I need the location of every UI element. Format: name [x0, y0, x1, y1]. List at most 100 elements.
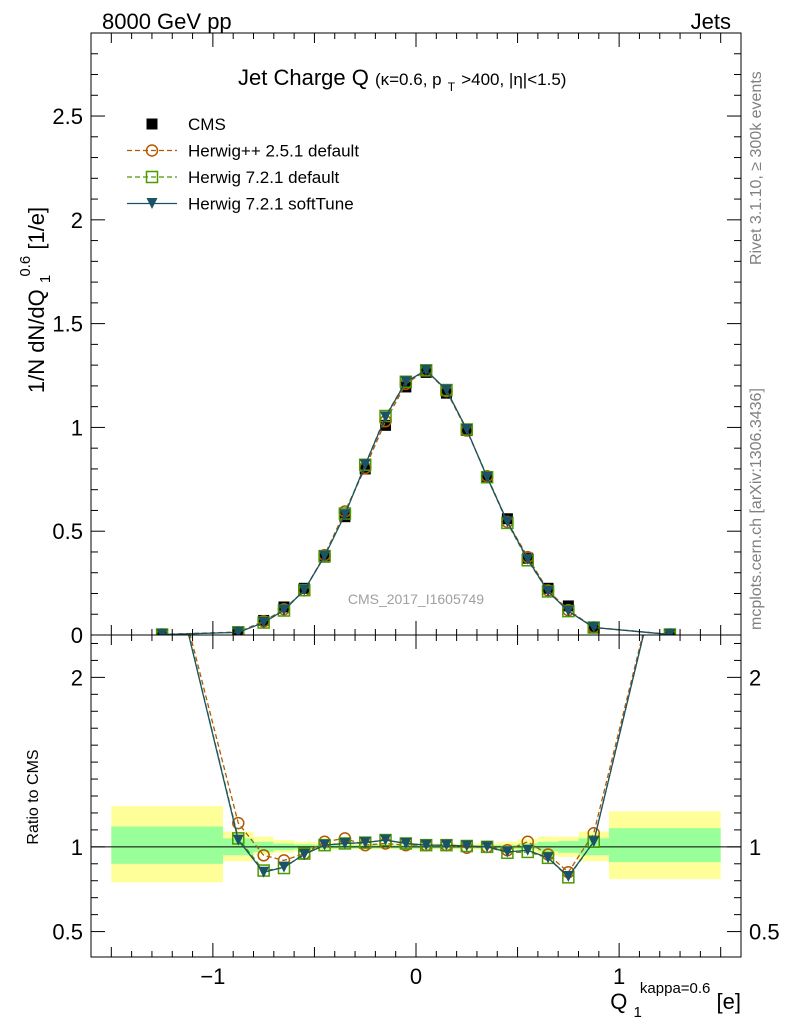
axis-ticks: −1 0 1 0 0.5 1 1.5 2 2.5 0.5 0.5 1 1 2 2 [52, 33, 780, 989]
main-data-point [522, 553, 534, 565]
ratio-data-point [664, 519, 675, 530]
legend-item: Herwig 7.2.1 softTune [127, 195, 354, 214]
legend-marker [145, 144, 159, 157]
side-label-rivet: Rivet 3.1.10, ≥ 300k events [748, 71, 765, 265]
ratio-data-point [339, 837, 351, 849]
ratio-data-point [420, 839, 432, 851]
ratio-data-point [400, 837, 412, 849]
ratio-data-point [232, 834, 244, 846]
legend-marker [145, 170, 159, 184]
band-inner [111, 826, 224, 864]
ratio-data-point [501, 846, 513, 858]
main-data-point [562, 605, 574, 617]
ratio-data-point [481, 841, 493, 853]
main-data-point [278, 604, 290, 616]
analysis-watermark: CMS_2017_I1605749 [348, 591, 484, 607]
ratio-series-layer [157, 519, 675, 884]
ratio-data-point [258, 866, 270, 878]
ylabel-sub: 1 [37, 275, 54, 283]
main-series [156, 364, 676, 635]
legend-label: Herwig 7.2.1 default [188, 168, 339, 187]
ratio-data-point [440, 839, 452, 851]
ratio-y-tick-label: 2 [71, 665, 83, 690]
main-data-point [232, 626, 244, 635]
ratio-y-tick-label: 0.5 [52, 920, 83, 945]
ylabel-sup: 0.6 [17, 256, 34, 277]
main-y-axis-label: 1/N dN/dQ 1 0.6 [1/e] [10, 207, 55, 393]
y-tick-label: 1.5 [52, 312, 83, 337]
main-data-point [542, 585, 554, 597]
xlabel-sub: 1 [633, 1004, 641, 1021]
main-data-point [298, 584, 310, 596]
x-tick-label: 0 [410, 964, 422, 989]
x-tick-label: −1 [200, 964, 225, 989]
xlabel-unit: [e] [717, 989, 741, 1014]
main-data-point [258, 617, 270, 629]
ratio-data-point [562, 871, 574, 882]
ratio-data-point [257, 849, 270, 862]
header-left: 8000 GeV pp [102, 9, 232, 34]
main-data-point [588, 622, 600, 634]
ratio-data-point [157, 519, 168, 530]
legend-marker [146, 198, 158, 209]
main-data-point [319, 550, 331, 562]
ratio-data-point [542, 852, 554, 864]
y-tick-label: 2 [71, 208, 83, 233]
ylabel-main: 1/N dN/dQ [24, 289, 49, 393]
legend: CMS Herwig++ 2.5.1 default Herwig 7.2.1 de… [127, 115, 359, 214]
ratio-y-axis-label: Ratio to CMS [25, 749, 42, 844]
main-data-point [664, 628, 676, 635]
ratio-data-point [298, 848, 310, 860]
legend-item: Herwig 7.2.1 default [127, 168, 339, 187]
main-data-point [481, 471, 493, 483]
ratio-y-tick-label-right: 0.5 [749, 920, 780, 945]
legend-label: CMS [188, 115, 226, 134]
xlabel-main: Q [610, 989, 627, 1014]
legend-label: Herwig 7.2.1 softTune [188, 195, 354, 214]
legend-item: Herwig++ 2.5.1 default [127, 142, 359, 161]
title-sub-t: T [448, 80, 456, 94]
ratio-data-point [522, 844, 534, 856]
ratio-data-point [380, 834, 392, 846]
main-data-point [380, 419, 392, 431]
ratio-data-point [588, 836, 600, 848]
y-tick-label: 0 [71, 623, 83, 648]
ratio-data-point [359, 837, 371, 849]
side-label-mcplots: mcplots.cern.ch [arXiv:1306.3436] [748, 388, 765, 630]
ratio-y-tick-label-right: 2 [749, 665, 761, 690]
x-axis-label: Q 1 kappa=0.6 [e] [610, 973, 741, 1022]
main-data-point [461, 423, 473, 435]
ratio-data-point [461, 840, 473, 852]
xlabel-sup: kappa=0.6 [640, 980, 710, 997]
ratio-data-point [664, 519, 675, 530]
header-right: Jets [691, 9, 731, 34]
y-tick-label: 0.5 [52, 519, 83, 544]
main-data-point [501, 516, 513, 528]
ratio-y-tick-label: 1 [71, 835, 83, 860]
main-data-point [339, 509, 351, 521]
title-sub-rest: >400, |η|<1.5) [461, 70, 566, 89]
ratio-plot-frame [90, 634, 742, 958]
ylabel-unit: [1/e] [24, 207, 49, 250]
title-sub: (κ=0.6, p [375, 70, 442, 89]
main-data-point [400, 376, 412, 388]
main-data-point [380, 411, 392, 423]
main-data-point [440, 384, 452, 396]
main-data-point [156, 628, 168, 635]
main-data-point [420, 364, 432, 376]
ratio-series [157, 519, 675, 882]
ratio-data-point [278, 861, 290, 873]
ratio-data-point [319, 839, 331, 851]
ratio-data-point [232, 816, 245, 830]
legend-item: CMS [146, 115, 226, 134]
ratio-data-point [664, 519, 675, 530]
ratio-series-line [189, 635, 644, 874]
x-tick-label: 1 [613, 964, 625, 989]
ratio-series-line [188, 635, 645, 879]
ratio-data-point [157, 519, 168, 530]
ratio-data-point [157, 519, 168, 530]
title-main: Jet Charge Q [238, 65, 369, 90]
y-tick-label: 1 [71, 415, 83, 440]
y-tick-label: 2.5 [52, 104, 83, 129]
